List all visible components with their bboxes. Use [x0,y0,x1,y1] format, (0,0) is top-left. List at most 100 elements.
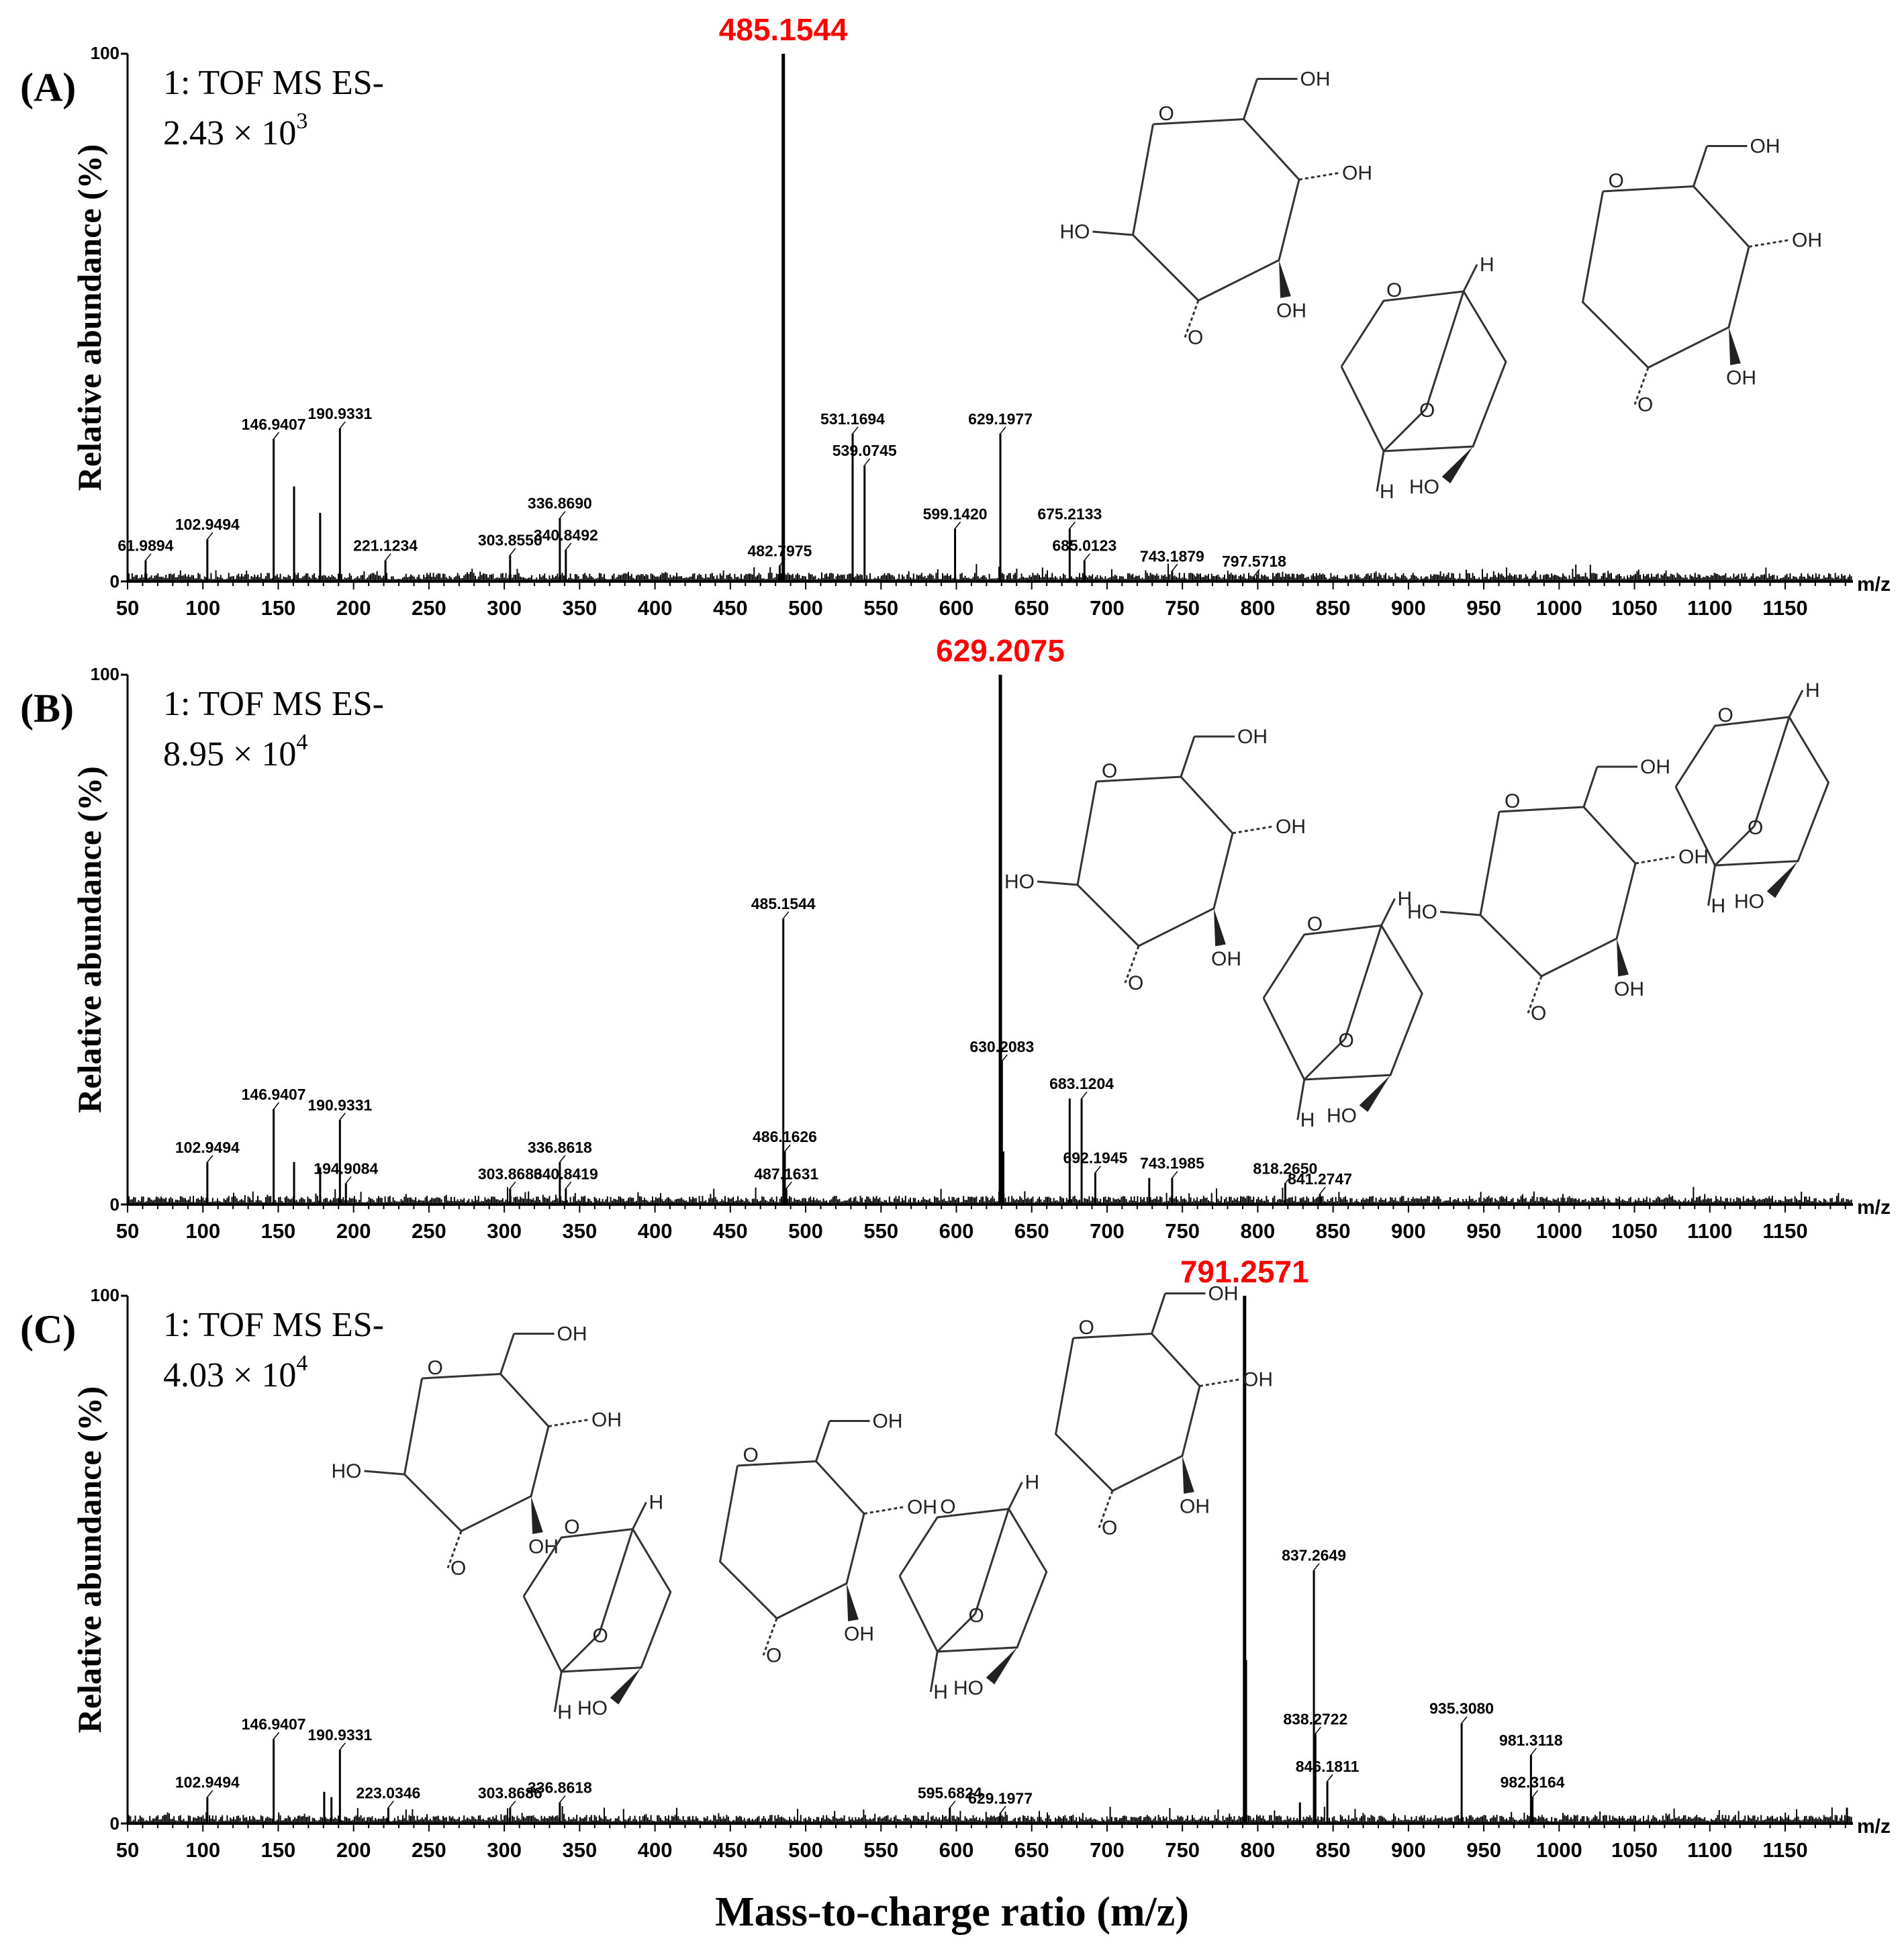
instrument-label: 1: TOF MS ES- [163,64,384,102]
y-tick-label: 0 [110,571,120,591]
ring-oxygen: O [1505,790,1520,812]
substituent-label: O [766,1645,781,1667]
x-tick-label: 450 [713,1219,748,1243]
peak-leader [1530,1748,1537,1756]
x-tick-label: 700 [1090,1219,1125,1243]
x-tick-label: 100 [185,1219,220,1243]
peak-label: 539.0745 [832,442,897,459]
y-tick-label: 100 [91,664,120,684]
peak-leader [510,548,516,556]
substituent-label: HO [577,1697,608,1719]
substituent-label: HO [1407,901,1437,923]
x-tick-label: 850 [1316,1838,1351,1862]
intensity-label: 4.03 × 104 [163,1351,307,1394]
x-tick-label: 700 [1090,596,1125,620]
substituent-label: HO [953,1677,984,1699]
wedge-bond [1214,908,1226,947]
x-tick-label: 550 [863,1219,898,1243]
peak-leader [1081,1091,1088,1099]
substituent-label: O [1128,972,1143,994]
x-tick-label: 850 [1316,596,1351,620]
peak-leader [1253,569,1260,577]
peak-leader [1069,521,1076,529]
peak-label: 223.0346 [356,1784,420,1801]
substituent-label: O [1637,394,1653,416]
ring-oxygen: O [1307,913,1323,935]
x-tick-label: 450 [713,1838,748,1862]
peak-leader [954,521,961,529]
substituent-label: OH [1276,816,1306,838]
y-axis-label: Relative abundance (%) [70,144,108,491]
peak-label: 102.9494 [175,1139,240,1156]
peak-label: 336.8618 [528,1139,592,1156]
peak-leader [1000,426,1006,434]
peak-label: 482.7975 [747,542,812,559]
substituent-label: OH [1237,726,1268,748]
wedge-bond [1617,939,1629,977]
peak-leader [565,1181,572,1189]
wedge-bond [1441,446,1473,483]
peak-leader [1319,1186,1326,1194]
x-tick-label: 850 [1316,1219,1351,1243]
x-tick-label: 400 [638,596,673,620]
x-tick-label: 950 [1466,1838,1501,1862]
x-tick-label: 150 [261,1219,296,1243]
peak-label: 743.1985 [1140,1155,1204,1172]
substituent-label: H [1398,888,1413,910]
substituent-label: OH [1211,948,1241,970]
peak-leader [1284,1176,1291,1184]
peak-label: 303.8686 [478,1165,542,1182]
peak-leader [1532,1790,1539,1798]
peak-leader [852,426,859,434]
ring-oxygen: O [940,1496,955,1518]
peak-leader [1315,1726,1321,1734]
glucose-ring: O OH OH OH O [1054,1283,1273,1539]
peak-label: 336.8618 [528,1779,592,1797]
substituent-label: H [933,1681,948,1703]
ring-oxygen: O [1609,170,1624,192]
peak-label: 685.0123 [1052,537,1116,555]
x-tick-label: 1050 [1611,1838,1658,1862]
x-tick-label: 350 [562,596,597,620]
x-tick-label: 450 [713,596,748,620]
peak-leader [207,532,213,540]
intensity-label: 2.43 × 103 [163,109,307,152]
peak-label: 190.9331 [307,405,372,422]
x-tick-label: 600 [939,596,974,620]
x-tick-label: 250 [412,596,446,620]
peak-leader [864,458,871,466]
peak-leader [1461,1716,1468,1724]
substituent-label: OH [1678,846,1709,868]
spectra-panels: (A) 1: TOF MS ES- 2.43 × 103 Relative abund… [20,12,1891,1862]
peak-leader [145,553,152,561]
x-unit-label: m/z [1857,573,1891,596]
x-tick-label: 750 [1165,1838,1200,1862]
peak-leader [207,1790,213,1798]
x-tick-label: 500 [788,1219,823,1243]
x-tick-label: 200 [336,1838,371,1862]
peak-leader [784,1144,791,1152]
x-tick-label: 800 [1241,596,1276,620]
peak-label: 485.1544 [751,895,816,912]
substituent-label: OH [1342,162,1372,185]
x-tick-label: 600 [939,1219,974,1243]
x-tick-label: 800 [1241,1838,1276,1862]
x-unit-label: m/z [1857,1196,1891,1219]
peak-leader [786,1181,792,1189]
base-peak-label: 485.1544 [719,12,848,47]
peak-label: 194.9084 [314,1159,378,1177]
peak-label: 340.8419 [534,1165,598,1182]
peak-leader [559,511,566,519]
peak-leader [1001,1054,1008,1062]
peak-leader [559,1795,566,1803]
spectrum-panel: (C) 1: TOF MS ES- 4.03 × 104 Relative abund… [20,1254,1891,1862]
intensity-label: 8.95 × 104 [163,730,307,773]
x-tick-label: 650 [1014,1838,1049,1862]
